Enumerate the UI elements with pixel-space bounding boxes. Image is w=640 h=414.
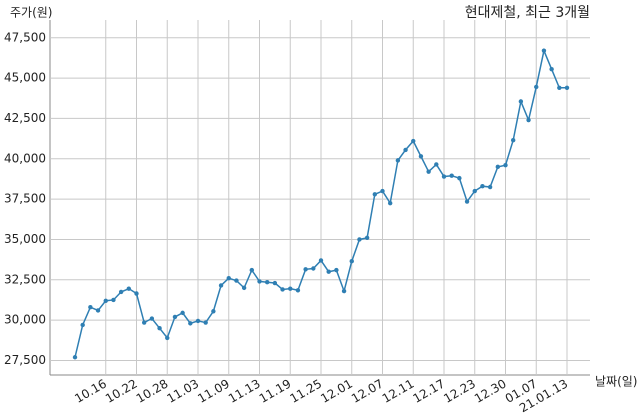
point [149,316,155,321]
point [395,158,401,163]
point [457,175,462,181]
point [103,298,108,303]
point [218,283,224,288]
point [380,188,385,194]
point [495,164,501,170]
point [141,320,147,325]
point [172,314,178,320]
point [503,163,508,168]
point [472,188,477,194]
point [449,173,454,178]
point [95,308,101,313]
point [241,285,247,291]
point [134,291,139,296]
y-tick-label: 35,000 [4,232,46,246]
y-axis-label: 주가(원) [10,6,52,20]
point [487,184,493,190]
point [349,259,354,264]
point [549,67,554,72]
point [518,99,524,104]
point [434,162,439,167]
x-axis-label: 날짜(일) [595,375,637,389]
point [211,309,216,314]
point [311,266,316,271]
point [541,48,547,53]
x-tick-label: 11.25 [287,377,324,406]
point [203,320,208,325]
y-tick-label: 47,500 [4,30,46,44]
point [526,117,531,123]
point [88,305,93,310]
point [411,138,416,144]
point [157,326,162,331]
x-tick-label: 11.09 [195,377,232,406]
point [226,275,231,281]
point [180,310,185,316]
point [418,154,424,159]
x-tick-label: 12.23 [441,377,478,406]
point [288,286,293,291]
y-tick-label: 45,000 [4,71,46,85]
point [257,279,262,284]
point [341,288,347,294]
point [364,235,370,241]
x-tick-label: 10.22 [103,377,140,406]
point [510,138,516,143]
x-tick-label: 10.16 [72,377,109,406]
point [387,200,393,206]
y-tick-label: 27,500 [4,353,46,367]
y-tick-label: 32,500 [4,272,46,286]
point [464,199,470,204]
x-tick-label: 11.19 [257,377,294,406]
point [372,192,378,197]
point [480,184,485,189]
point [126,286,132,291]
y-tick-label: 30,000 [4,313,46,327]
point [80,322,85,328]
y-tick-label: 37,500 [4,192,46,206]
point [303,267,308,272]
point [249,267,255,273]
x-tick-label: 10.28 [134,377,171,406]
x-tick-label: 12.01 [318,377,355,406]
point [295,288,301,293]
x-tick-label: 12.11 [380,377,417,406]
point [234,278,239,283]
point [357,237,362,242]
x-tick-label: 12.30 [472,377,509,406]
point [264,280,270,285]
chart-title: 현대제철, 최근 3개월 [465,5,590,21]
point [111,297,116,303]
x-tick-label: 12.07 [349,377,386,406]
point [72,355,78,360]
point [534,84,539,90]
point [564,85,570,90]
point [426,169,431,174]
point [334,267,339,273]
point [118,289,124,295]
point [188,321,193,326]
point [165,335,170,341]
point [318,258,324,263]
point [280,287,285,292]
point [326,269,331,274]
y-tick-label: 42,500 [4,111,46,125]
x-tick-label: 11.13 [226,377,263,406]
point [441,174,447,179]
y-tick-label: 40,000 [4,151,46,165]
x-tick-label: 11.03 [164,377,201,406]
point [195,318,201,324]
x-tick-label: 12.17 [410,377,447,406]
point [272,280,278,286]
point [557,85,562,90]
point [403,147,408,153]
